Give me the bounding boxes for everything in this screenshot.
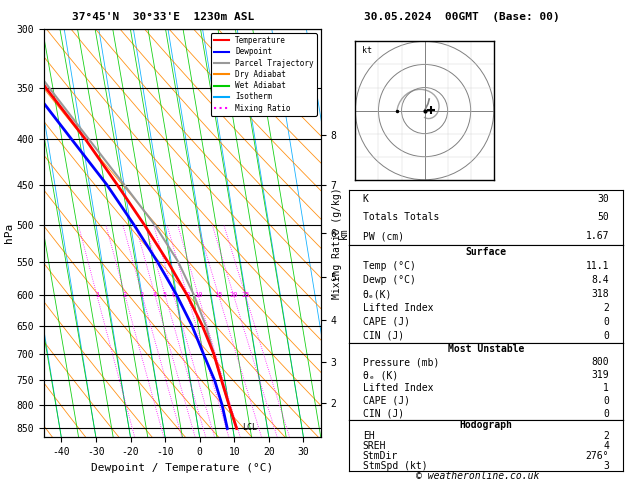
Text: 800: 800	[591, 357, 609, 367]
Text: 20: 20	[229, 292, 238, 298]
Text: 318: 318	[591, 289, 609, 299]
Text: Dewp (°C): Dewp (°C)	[363, 275, 416, 285]
Y-axis label: km
ASL: km ASL	[339, 225, 361, 242]
Text: θₑ(K): θₑ(K)	[363, 289, 392, 299]
Text: 2: 2	[603, 303, 609, 313]
Text: 3: 3	[140, 292, 144, 298]
Text: EH: EH	[363, 431, 374, 441]
Text: kt: kt	[362, 46, 372, 54]
Text: Hodograph: Hodograph	[459, 420, 513, 431]
Text: Lifted Index: Lifted Index	[363, 303, 433, 313]
Text: 11.1: 11.1	[586, 261, 609, 271]
X-axis label: Dewpoint / Temperature (°C): Dewpoint / Temperature (°C)	[91, 463, 274, 473]
Text: 10: 10	[194, 292, 203, 298]
Text: 15: 15	[214, 292, 223, 298]
Text: 1: 1	[603, 383, 609, 393]
Legend: Temperature, Dewpoint, Parcel Trajectory, Dry Adiabat, Wet Adiabat, Isotherm, Mi: Temperature, Dewpoint, Parcel Trajectory…	[211, 33, 317, 116]
Text: 30: 30	[598, 194, 609, 204]
Text: 5: 5	[163, 292, 167, 298]
Text: 8: 8	[185, 292, 189, 298]
Text: CIN (J): CIN (J)	[363, 330, 404, 341]
Text: 50: 50	[598, 212, 609, 223]
Text: 0: 0	[603, 330, 609, 341]
Text: 4: 4	[153, 292, 157, 298]
Text: 319: 319	[591, 370, 609, 380]
Text: 8.4: 8.4	[591, 275, 609, 285]
Text: 6: 6	[171, 292, 175, 298]
Text: StmDir: StmDir	[363, 451, 398, 461]
Text: 37°45'N  30°33'E  1230m ASL: 37°45'N 30°33'E 1230m ASL	[72, 12, 255, 22]
Text: 0: 0	[603, 409, 609, 419]
Text: 0: 0	[603, 317, 609, 327]
Text: StmSpd (kt): StmSpd (kt)	[363, 461, 427, 471]
Text: 1: 1	[95, 292, 99, 298]
Text: 30.05.2024  00GMT  (Base: 00): 30.05.2024 00GMT (Base: 00)	[364, 12, 560, 22]
Text: Lifted Index: Lifted Index	[363, 383, 433, 393]
Text: 3: 3	[603, 461, 609, 471]
Text: 276°: 276°	[586, 451, 609, 461]
Text: Most Unstable: Most Unstable	[448, 344, 524, 354]
Text: SREH: SREH	[363, 441, 386, 451]
Text: 25: 25	[241, 292, 250, 298]
Text: K: K	[363, 194, 369, 204]
Text: 2: 2	[123, 292, 127, 298]
Text: Pressure (mb): Pressure (mb)	[363, 357, 439, 367]
Text: PW (cm): PW (cm)	[363, 231, 404, 241]
Text: CAPE (J): CAPE (J)	[363, 396, 409, 406]
Text: 4: 4	[603, 441, 609, 451]
Text: 2: 2	[603, 431, 609, 441]
Text: Surface: Surface	[465, 247, 506, 258]
Text: Temp (°C): Temp (°C)	[363, 261, 416, 271]
Text: © weatheronline.co.uk: © weatheronline.co.uk	[416, 471, 540, 481]
Text: 1.67: 1.67	[586, 231, 609, 241]
Text: CIN (J): CIN (J)	[363, 409, 404, 419]
Text: LCL: LCL	[242, 423, 257, 432]
Text: CAPE (J): CAPE (J)	[363, 317, 409, 327]
Y-axis label: hPa: hPa	[4, 223, 14, 243]
Text: 0: 0	[603, 396, 609, 406]
Text: θₑ (K): θₑ (K)	[363, 370, 398, 380]
Text: Mixing Ratio (g/kg): Mixing Ratio (g/kg)	[331, 187, 342, 299]
Text: Totals Totals: Totals Totals	[363, 212, 439, 223]
